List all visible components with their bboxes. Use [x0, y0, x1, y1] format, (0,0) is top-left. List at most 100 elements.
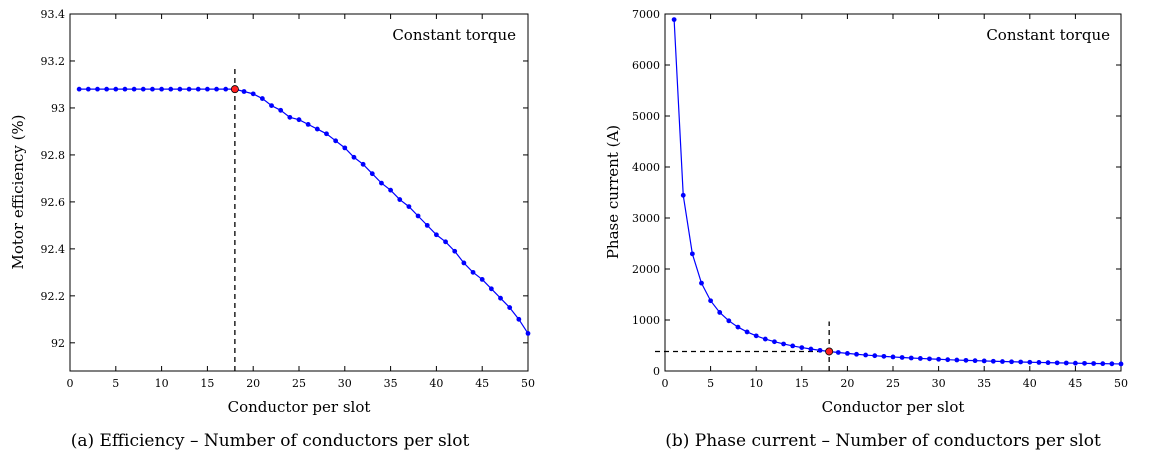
- efficiency-caption: (a) Efficiency – Number of conductors pe…: [71, 431, 470, 451]
- efficiency-data-point: [104, 86, 110, 92]
- phase-current-x-ticks: 0 5 10 15 20 25 30 35 40 45 50: [662, 14, 1128, 390]
- efficiency-series: [76, 85, 531, 336]
- phase-current-data-point: [1118, 361, 1124, 367]
- efficiency-series-line: [79, 88, 529, 334]
- phase-current-data-point: [1109, 361, 1115, 367]
- phase-current-data-point: [1036, 360, 1042, 365]
- phase-current-data-point: [1009, 359, 1014, 365]
- phase-current-data-point: [963, 357, 969, 363]
- efficiency-annotation: Constant torque: [392, 26, 516, 44]
- efficiency-data-point: [342, 145, 348, 151]
- phase-current-y-tick-label: 2000: [632, 263, 660, 276]
- phase-current-data-point: [908, 355, 914, 361]
- efficiency-data-point: [113, 86, 119, 92]
- efficiency-data-point: [369, 171, 375, 177]
- phase-current-x-tick-label: 40: [1023, 377, 1037, 390]
- phase-current-data-point: [936, 356, 941, 362]
- phase-current-y-axis-label: Phase current (A): [604, 125, 622, 259]
- phase-current-x-tick-label: 15: [795, 377, 809, 390]
- phase-current-data-point: [899, 355, 905, 360]
- phase-current-annotation: Constant torque: [986, 26, 1110, 44]
- phase-current-x-tick-label: 5: [707, 377, 714, 390]
- phase-current-data-point: [1054, 360, 1060, 366]
- phase-current-plot-frame: [664, 13, 1122, 372]
- phase-current-data-point: [990, 358, 996, 364]
- phase-current-data-point: [671, 17, 677, 23]
- phase-current-data-point: [872, 353, 878, 359]
- phase-current-x-tick-label: 30: [932, 377, 946, 390]
- efficiency-data-point: [461, 260, 467, 266]
- phase-current-data-point: [1073, 360, 1078, 366]
- phase-current-data-point: [680, 192, 686, 198]
- efficiency-y-ticks: 92 92.2 92.4 92.6 92.8 93 93.2 93.4: [41, 8, 528, 350]
- efficiency-y-tick-label: 93: [51, 102, 65, 115]
- phase-current-data-point: [945, 357, 951, 363]
- efficiency-y-tick-label: 93.4: [41, 8, 66, 21]
- efficiency-x-tick-label: 15: [200, 377, 214, 390]
- efficiency-x-tick-label: 0: [67, 377, 74, 390]
- efficiency-y-tick-label: 92.4: [41, 243, 66, 256]
- efficiency-x-ticks: 0 5 10 15 20 25 30 35 40 45 50: [67, 14, 535, 390]
- efficiency-data-point: [214, 86, 219, 92]
- phase-current-data-point: [927, 356, 932, 362]
- phase-current-x-tick-label: 25: [886, 377, 900, 390]
- phase-current-series: [671, 17, 1124, 367]
- efficiency-data-point: [333, 138, 339, 144]
- phase-current-caption: (b) Phase current – Number of conductors…: [665, 431, 1101, 451]
- phase-current-data-point: [735, 324, 741, 330]
- efficiency-data-point: [479, 277, 485, 282]
- phase-current-data-point: [845, 351, 850, 356]
- efficiency-data-point: [205, 86, 210, 92]
- phase-current-data-point: [699, 280, 704, 286]
- phase-current-data-point: [917, 356, 923, 361]
- phase-current-data-point: [1027, 359, 1033, 365]
- efficiency-data-point: [250, 91, 256, 97]
- phase-current-y-tick-label: 4000: [632, 161, 660, 174]
- phase-current-data-point: [781, 341, 786, 347]
- efficiency-data-point: [452, 248, 458, 254]
- phase-current-data-point: [1018, 359, 1024, 365]
- efficiency-y-tick-label: 92.6: [41, 196, 66, 209]
- phase-current-data-point: [799, 345, 805, 350]
- efficiency-data-point: [379, 180, 384, 186]
- efficiency-data-point: [488, 286, 494, 292]
- phase-current-data-point: [1045, 360, 1051, 366]
- efficiency-data-point: [287, 114, 293, 120]
- phase-current-chart: 0 5 10 15 20 25 30 35 40 45 50 0 1000 2000 3000 4000 50…: [604, 8, 1128, 451]
- efficiency-x-tick-label: 30: [338, 377, 352, 390]
- phase-current-data-point: [753, 333, 759, 339]
- phase-current-x-tick-label: 50: [1114, 377, 1128, 390]
- efficiency-data-point: [507, 305, 513, 310]
- efficiency-data-point: [278, 107, 284, 113]
- efficiency-data-point: [324, 131, 329, 137]
- phase-current-data-point: [954, 357, 960, 363]
- phase-current-x-tick-label: 10: [749, 377, 763, 390]
- phase-current-y-tick-label: 7000: [632, 8, 660, 21]
- phase-current-data-point: [717, 310, 723, 315]
- phase-current-y-ticks: 0 1000 2000 3000 4000 5000 6000 7000: [632, 8, 1121, 378]
- phase-current-data-point: [1091, 361, 1097, 366]
- efficiency-data-point: [150, 86, 155, 92]
- efficiency-data-point: [424, 222, 430, 228]
- phase-current-data-point: [817, 347, 823, 353]
- phase-current-data-point: [744, 329, 750, 335]
- phase-current-data-point: [863, 352, 869, 358]
- efficiency-x-tick-label: 10: [155, 377, 169, 390]
- efficiency-chart: 0 5 10 15 20 25 30 35 40 45 50 9292.292.492.692.89…: [9, 8, 535, 451]
- efficiency-data-point: [434, 232, 439, 238]
- phase-current-x-axis-label: Conductor per slot: [822, 398, 965, 416]
- efficiency-x-tick-label: 5: [112, 377, 119, 390]
- efficiency-data-point: [296, 117, 302, 123]
- efficiency-y-axis-label: Motor efficiency (%): [9, 114, 27, 269]
- efficiency-data-point: [360, 161, 366, 167]
- efficiency-plot-frame: [69, 13, 529, 372]
- phase-current-data-point: [890, 354, 896, 360]
- phase-current-data-point: [881, 353, 887, 359]
- phase-current-data-point: [762, 336, 768, 342]
- phase-current-data-point: [981, 358, 987, 364]
- efficiency-data-point: [177, 86, 183, 92]
- efficiency-data-point: [269, 103, 274, 108]
- efficiency-y-tick-label: 92.8: [41, 149, 66, 162]
- efficiency-x-tick-label: 20: [246, 377, 260, 390]
